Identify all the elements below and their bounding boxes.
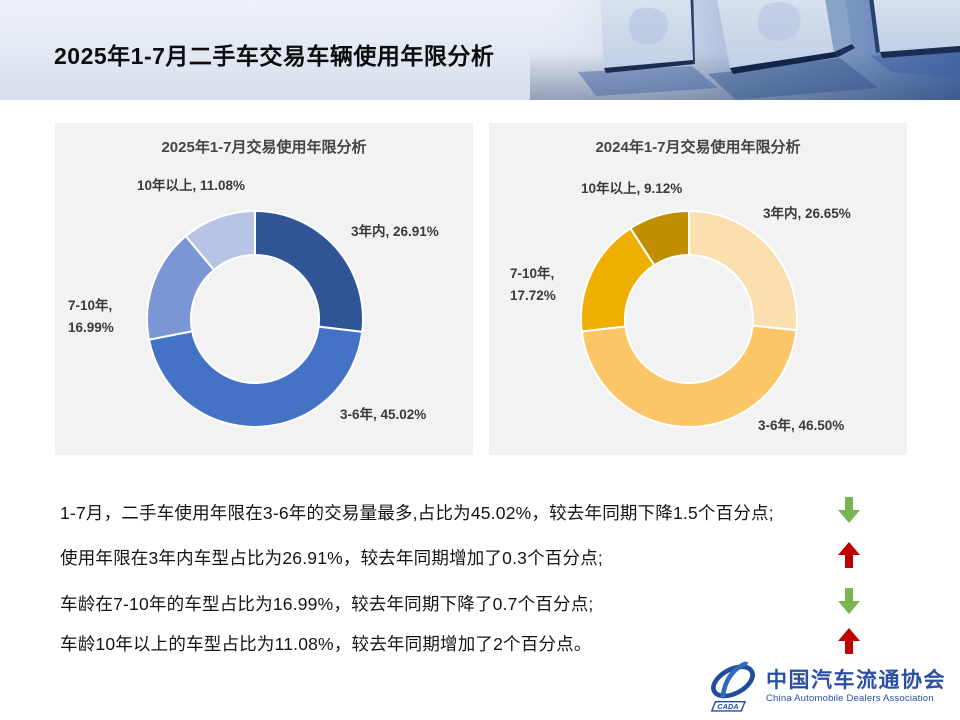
bullet-text: 车龄10年以上的车型占比为11.08%，较去年同期增加了2个百分点。 <box>60 634 592 654</box>
bullet-line-3: 车龄在7-10年的车型占比为16.99%，较去年同期下降了0.7个百分点; <box>60 588 880 619</box>
cada-logo-icon: CADA <box>710 661 755 712</box>
summary-text-block: 1-7月，二手车使用年限在3-6年的交易量最多,占比为45.02%，较去年同期下… <box>60 496 880 666</box>
donut-slice <box>688 210 798 332</box>
donut-slice <box>184 210 256 271</box>
chart-title-2024: 2024年1-7月交易使用年限分析 <box>595 139 801 156</box>
page-title: 2025年1-7月二手车交易车辆使用年限分析 <box>54 43 495 69</box>
donut-slice <box>148 325 364 428</box>
chart-data-label: 3年内, 26.91% <box>351 224 439 239</box>
bullet-text: 使用年限在3年内车型占比为26.91%，较去年同期增加了0.3个百分点; <box>60 548 603 568</box>
bullet-text: 1-7月，二手车使用年限在3-6年的交易量最多,占比为45.02%，较去年同期下… <box>60 503 774 523</box>
trend-down-icon <box>838 588 860 614</box>
bullet-text: 车龄在7-10年的车型占比为16.99%，较去年同期下降了0.7个百分点; <box>60 594 594 614</box>
chart-data-label: 7-10年, 16.99% <box>68 298 114 335</box>
bullet-line-2: 使用年限在3年内车型占比为26.91%，较去年同期增加了0.3个百分点; <box>60 542 880 573</box>
donut-slice <box>629 210 690 267</box>
chart-title-2025: 2025年1-7月交易使用年限分析 <box>161 139 367 156</box>
trend-up-icon <box>838 628 860 654</box>
chart-data-label: 7-10年, 17.72% <box>510 266 556 303</box>
trend-down-icon <box>838 497 860 523</box>
bullet-line-4: 车龄10年以上的车型占比为11.08%，较去年同期增加了2个百分点。 <box>60 628 880 659</box>
cada-logo: CADA 中国汽车流通协会 China Automobile Dealers A… <box>709 659 946 713</box>
cada-logo-chinese-name: 中国汽车流通协会 <box>766 667 946 692</box>
chart-data-label: 3-6年, 45.02% <box>340 407 427 422</box>
donut-slice <box>580 324 798 428</box>
bullet-line-1: 1-7月，二手车使用年限在3-6年的交易量最多,占比为45.02%，较去年同期下… <box>60 497 880 528</box>
cada-logo-english-name: China Automobile Dealers Association <box>766 692 934 704</box>
cada-logo-text: 中国汽车流通协会 China Automobile Dealers Associ… <box>766 669 946 704</box>
chart-data-label: 3-6年, 46.50% <box>758 418 845 433</box>
trend-up-icon <box>838 542 860 568</box>
chart-panel-2024: 2024年1-7月交易使用年限分析 3年内, 26.65% 3-6年, 46.50… <box>489 123 907 455</box>
chart-panel-2025: 2025年1-7月交易使用年限分析 3年内, 26.91% 3-6年, 45.02… <box>55 123 473 455</box>
cubes-decoration-image <box>530 0 960 100</box>
donut-slice <box>254 210 364 333</box>
donut-chart-2025 <box>146 210 364 428</box>
cada-acronym: CADA <box>717 702 738 711</box>
donut-chart-2024 <box>580 210 798 428</box>
header-banner: 2025年1-7月二手车交易车辆使用年限分析 <box>0 0 960 100</box>
chart-data-label: 3年内, 26.65% <box>763 206 851 221</box>
chart-data-label: 10年以上, 11.08% <box>137 178 246 193</box>
chart-data-label: 10年以上, 9.12% <box>581 181 683 196</box>
